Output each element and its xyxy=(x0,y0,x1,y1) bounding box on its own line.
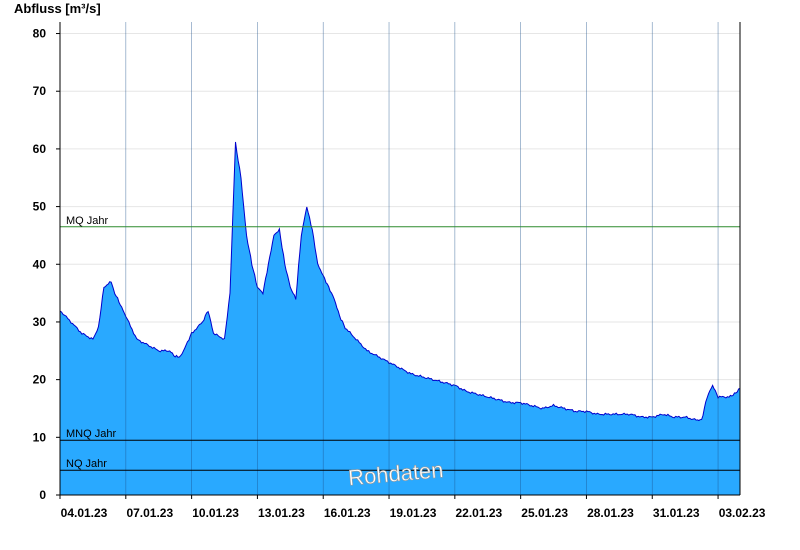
x-tick-label-2: 10.01.23 xyxy=(192,506,239,520)
x-tick-label-8: 28.01.23 xyxy=(587,506,634,520)
axes xyxy=(59,22,741,496)
ref-line-label-2: NQ Jahr xyxy=(66,458,107,470)
reference-lines: MQ Jahr MNQ Jahr NQ Jahr xyxy=(60,215,740,471)
y-axis-label: Abfluss [m³/s] xyxy=(14,1,101,16)
ref-line-label-1: MNQ Jahr xyxy=(66,428,116,440)
y-tick-label-70: 70 xyxy=(33,84,47,98)
flow-area xyxy=(60,142,740,495)
x-tick-label-3: 13.01.23 xyxy=(258,506,305,520)
x-tick-label-10: 03.02.23 xyxy=(719,506,766,520)
y-tick-label-30: 30 xyxy=(33,315,47,329)
ref-line-label-0: MQ Jahr xyxy=(66,215,109,227)
x-tick-label-0: 04.01.23 xyxy=(61,506,108,520)
y-tick-label-10: 10 xyxy=(33,430,47,444)
x-tick-label-7: 25.01.23 xyxy=(521,506,568,520)
x-tick-label-9: 31.01.23 xyxy=(653,506,700,520)
flow-line xyxy=(59,141,741,422)
y-tick-label-20: 20 xyxy=(33,373,47,387)
y-tick-label-40: 40 xyxy=(33,257,47,271)
y-tick-label-60: 60 xyxy=(33,142,47,156)
x-tick-label-4: 16.01.23 xyxy=(324,506,371,520)
y-tick-label-0: 0 xyxy=(39,488,46,502)
flow-area-layer xyxy=(59,141,741,495)
x-tick-label-5: 19.01.23 xyxy=(390,506,437,520)
vertical-grid xyxy=(125,22,719,495)
y-tick-label-50: 50 xyxy=(33,200,47,214)
x-tick-label-1: 07.01.23 xyxy=(126,506,173,520)
x-axis-ticks: 04.01.23 07.01.23 10.01.23 13.01.23 16.01.23… xyxy=(59,495,766,520)
y-tick-label-80: 80 xyxy=(33,27,47,41)
x-tick-label-6: 22.01.23 xyxy=(455,506,502,520)
y-axis-ticks: 0 10 20 30 40 50 60 70 80 xyxy=(33,27,60,502)
